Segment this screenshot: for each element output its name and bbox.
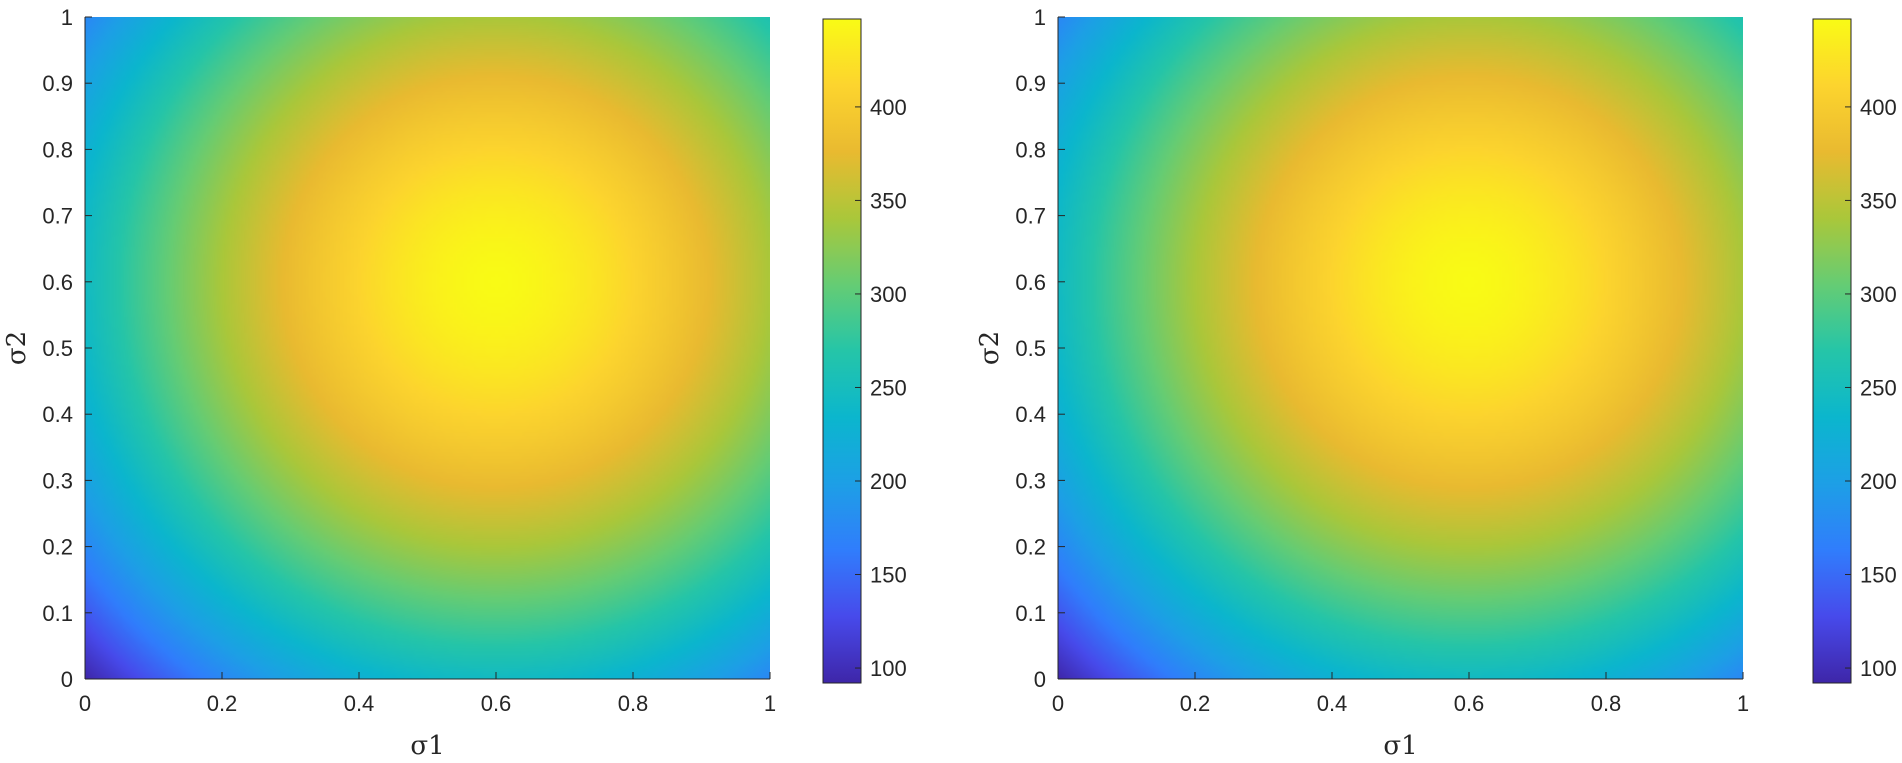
- colorbar-tick-label: 250: [1860, 375, 1897, 400]
- y-tick-label: 0.6: [42, 270, 73, 295]
- y-tick-label: 0.6: [1015, 270, 1046, 295]
- y-tick-label: 1: [1034, 5, 1046, 30]
- panel-2: 0 0.2 0.4 0.6 0.8 1 0 0.1 0.2 0.3 0.4 0.5 0.6 0.7 0.8 0…: [975, 5, 1897, 761]
- y-tick-label: 0.9: [1015, 71, 1046, 96]
- y-tick-label: 0.4: [1015, 402, 1046, 427]
- colorbar-tick-label: 100: [1860, 656, 1897, 681]
- x-tick-label: 1: [764, 691, 776, 716]
- heatmap-image: [1058, 17, 1743, 679]
- x-tick-label: 0: [1052, 691, 1064, 716]
- colorbar-tick-label: 150: [870, 563, 907, 588]
- y-tick-label: 0.3: [42, 468, 73, 493]
- x-tick-label: 0.4: [344, 691, 375, 716]
- colorbar-tick-label: 400: [1860, 95, 1897, 120]
- y-axis-label: σ2: [975, 331, 1005, 365]
- y-tick-label: 0.9: [42, 71, 73, 96]
- x-tick-label: 1: [1737, 691, 1749, 716]
- heatmap-image: [85, 17, 770, 679]
- y-tick-label: 0.2: [42, 535, 73, 560]
- colorbar: [1812, 18, 1852, 684]
- colorbar-tick-label: 150: [1860, 563, 1897, 588]
- y-tick-label: 0.7: [42, 204, 73, 229]
- colorbar-tick-label: 200: [1860, 469, 1897, 494]
- panel-1: 0 0.2 0.4 0.6 0.8 1 0 0.1 0.2 0.3 0.4 0.5 0.6 0.7 0.8 0…: [2, 5, 907, 761]
- y-tick-label: 0.2: [1015, 535, 1046, 560]
- x-axis-label: σ1: [410, 731, 444, 761]
- x-tick-label: 0.8: [1591, 691, 1622, 716]
- x-tick-label: 0.8: [618, 691, 649, 716]
- colorbar-tick-label: 200: [870, 469, 907, 494]
- colorbar-tick-label: 300: [870, 282, 907, 307]
- y-tick-label: 0.7: [1015, 204, 1046, 229]
- y-axis-label: σ2: [2, 331, 32, 365]
- y-tick-label: 0.1: [42, 601, 73, 626]
- colorbar-tick-label: 300: [1860, 282, 1897, 307]
- y-tick-label: 0.1: [1015, 601, 1046, 626]
- colorbar-tick-label: 250: [870, 375, 907, 400]
- x-tick-label: 0.6: [481, 691, 512, 716]
- colorbar-tick-label: 350: [870, 188, 907, 213]
- y-tick-label: 0: [61, 667, 73, 692]
- y-tick-label: 0.4: [42, 402, 73, 427]
- y-tick-label: 0.3: [1015, 468, 1046, 493]
- x-tick-label: 0.2: [207, 691, 238, 716]
- y-tick-label: 0.8: [1015, 137, 1046, 162]
- y-tick-label: 1: [61, 5, 73, 30]
- y-tick-label: 0.8: [42, 137, 73, 162]
- y-tick-label: 0.5: [1015, 336, 1046, 361]
- x-tick-label: 0.2: [1180, 691, 1211, 716]
- colorbar-tick-label: 100: [870, 656, 907, 681]
- x-axis-label: σ1: [1383, 731, 1417, 761]
- x-tick-label: 0.6: [1454, 691, 1485, 716]
- colorbar-tick-label: 400: [870, 95, 907, 120]
- y-tick-label: 0: [1034, 667, 1046, 692]
- colorbar: [822, 18, 862, 684]
- x-tick-label: 0: [79, 691, 91, 716]
- y-tick-label: 0.5: [42, 336, 73, 361]
- colorbar-tick-label: 350: [1860, 188, 1897, 213]
- x-tick-label: 0.4: [1317, 691, 1348, 716]
